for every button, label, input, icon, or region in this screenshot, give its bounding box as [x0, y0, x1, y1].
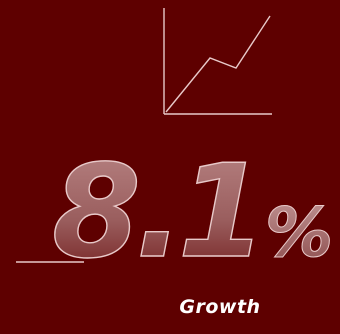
- trend-up-chart-icon: [163, 8, 272, 115]
- stat-value: 8.1: [52, 138, 261, 270]
- stat-figure: 8.1 %: [16, 137, 334, 270]
- stat-unit: %: [265, 194, 333, 270]
- stat-label: Growth: [179, 296, 261, 318]
- chart-icon-trend-line: [165, 15, 271, 113]
